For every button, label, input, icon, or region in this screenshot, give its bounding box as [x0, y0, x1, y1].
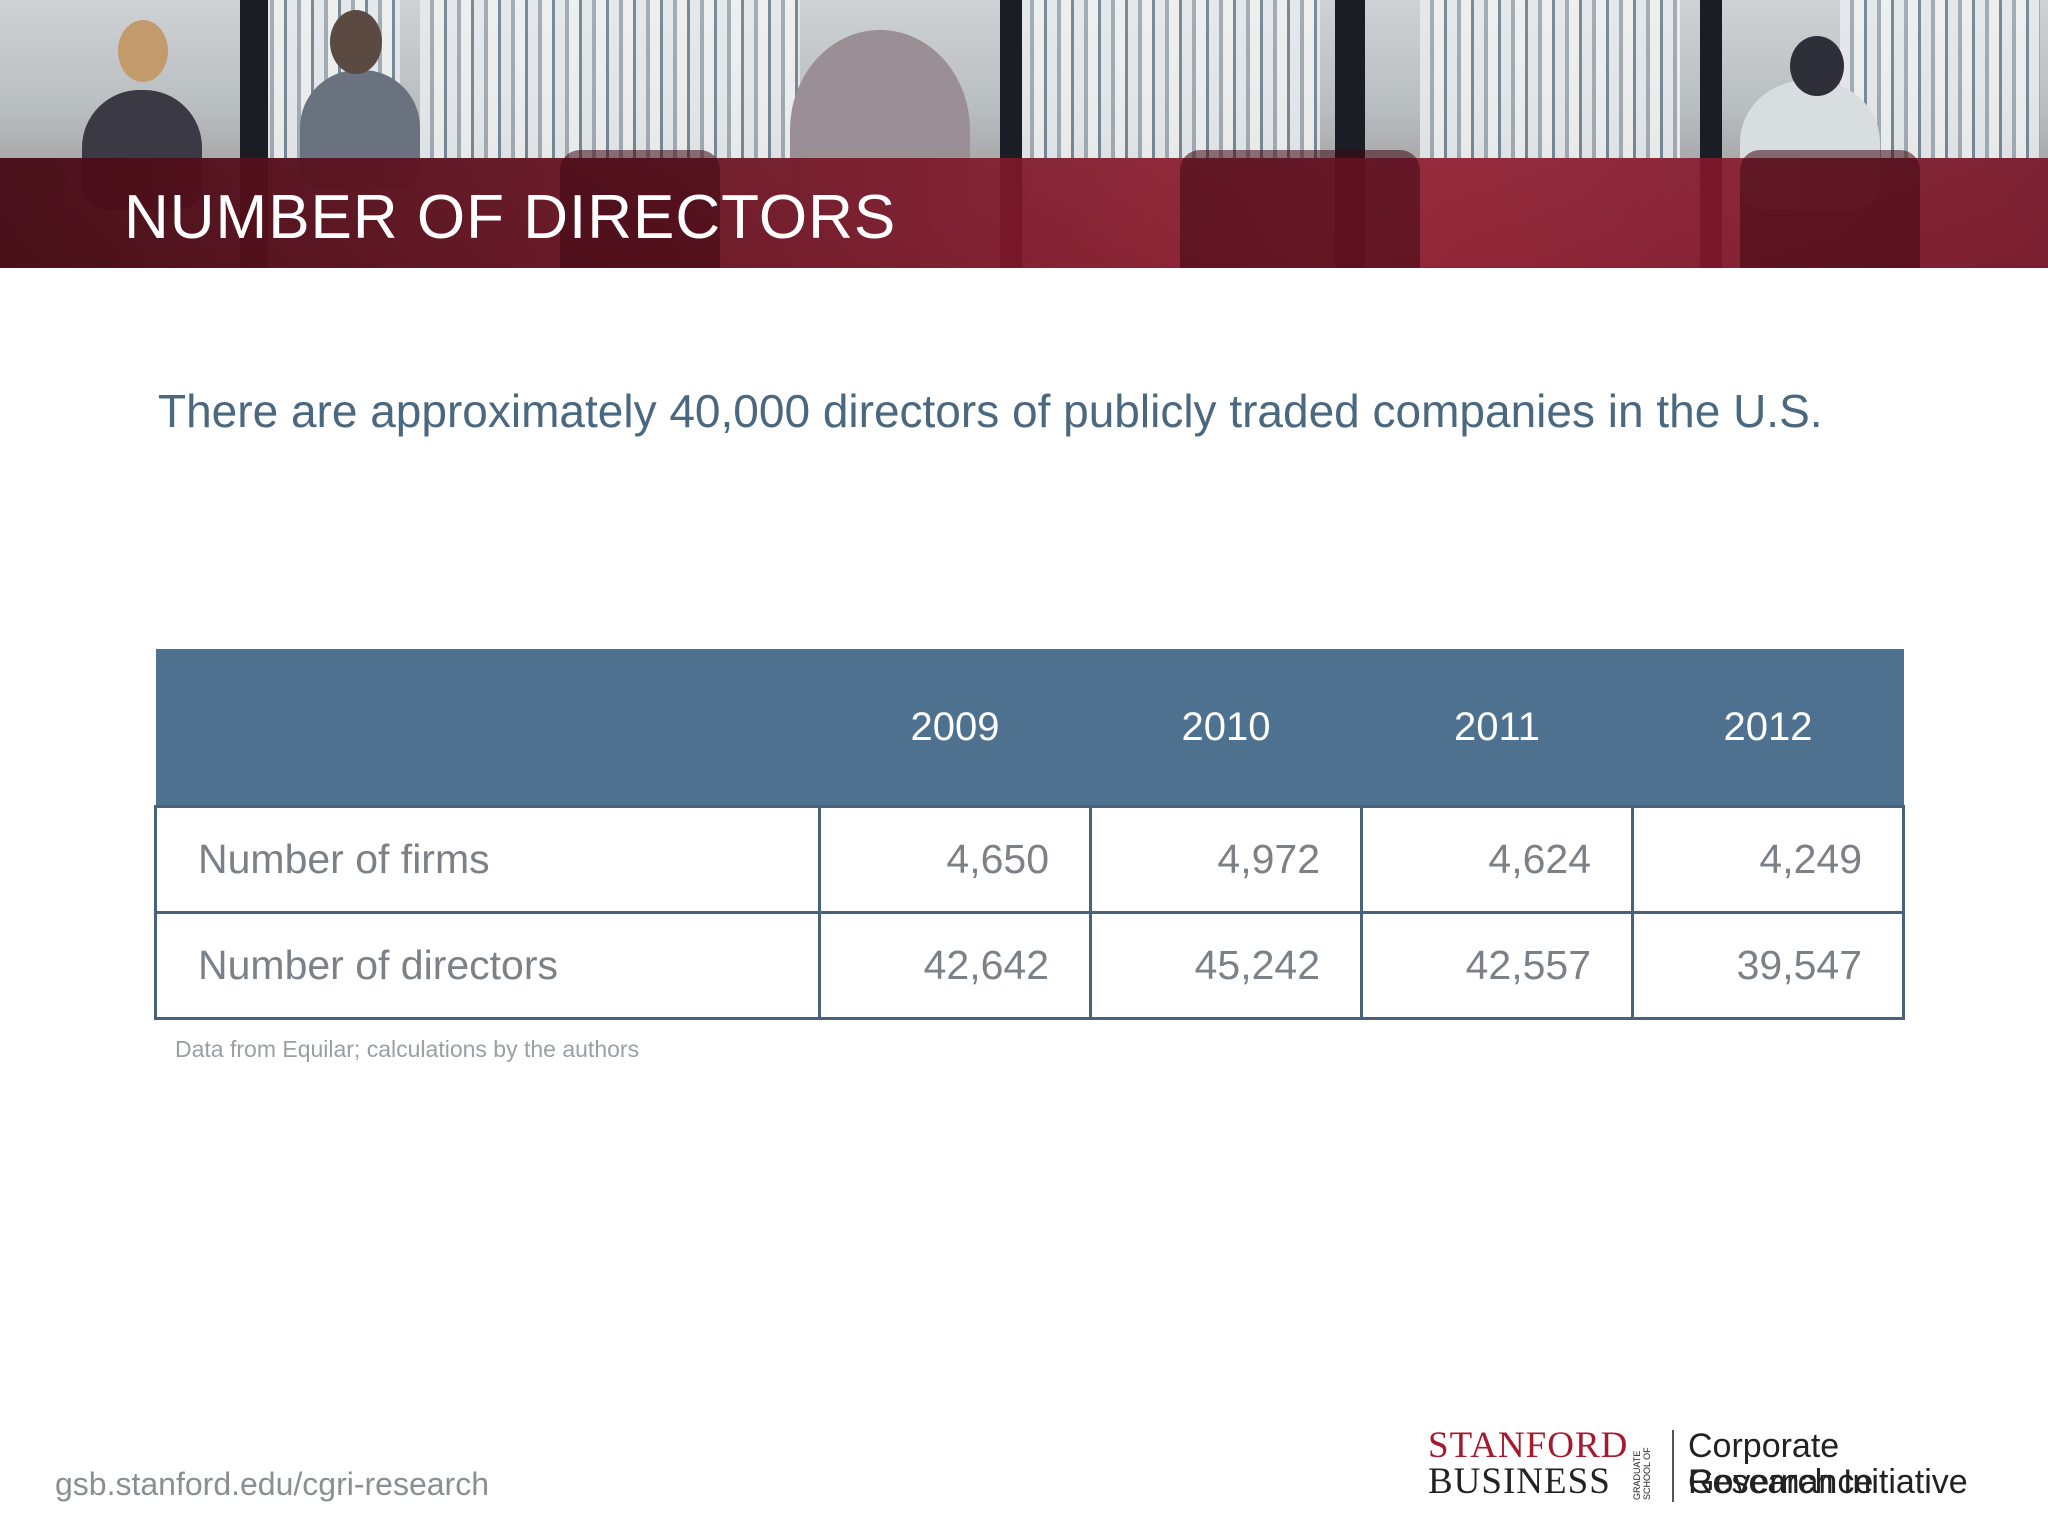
- table-header-cell: 2009: [819, 649, 1091, 807]
- logo-initiative-line1: Corporate Governance: [1688, 1427, 1874, 1501]
- header-red-band: [0, 158, 2048, 268]
- table-header-row: 2009 2010 2011 2012: [155, 649, 1904, 807]
- bookshelf-image: [1420, 0, 1680, 158]
- logo-divider: [1672, 1430, 1674, 1502]
- person-image: [330, 10, 382, 74]
- header-banner: NUMBER OF DIRECTORS: [0, 0, 2048, 268]
- bookshelf-image: [420, 0, 800, 158]
- logo-initiative-line2: Research Initiative: [1688, 1463, 1968, 1501]
- table-cell: 4,249: [1631, 805, 1905, 914]
- table-header-cell: 2010: [1090, 649, 1362, 807]
- logo-stanford-text: STANFORD: [1428, 1425, 1629, 1466]
- bookshelf-image: [1020, 0, 1320, 158]
- table-row: Number of firms 4,650 4,972 4,624 4,249: [154, 805, 1905, 914]
- table-row: Number of directors 42,642 45,242 42,557…: [154, 911, 1905, 1020]
- table-header-cell: [155, 649, 820, 807]
- logo-business-text: BUSINESS: [1428, 1461, 1611, 1502]
- table-cell: 4,650: [818, 805, 1092, 914]
- table-cell: 45,242: [1089, 911, 1363, 1020]
- logo-graduate-school-text: GRADUATE SCHOOL OF: [1632, 1447, 1652, 1500]
- footer-url: gsb.stanford.edu/cgri-research: [55, 1466, 489, 1502]
- directors-table: 2009 2010 2011 2012 Number of firms 4,65…: [154, 649, 1905, 1020]
- table-header-cell: 2011: [1361, 649, 1633, 807]
- chair-image: [1180, 150, 1420, 268]
- row-label: Number of firms: [154, 805, 821, 914]
- page-title: NUMBER OF DIRECTORS: [124, 183, 897, 252]
- chair-image: [1740, 150, 1920, 268]
- source-note: Data from Equilar; calculations by the a…: [175, 1036, 640, 1062]
- stanford-gsb-cgri-logo: STANFORD BUSINESS GRADUATE SCHOOL OF Cor…: [1428, 1425, 2018, 1504]
- chair-image: [560, 150, 720, 268]
- table-cell: 4,624: [1360, 805, 1634, 914]
- table-header-cell: 2012: [1632, 649, 1904, 807]
- table-cell: 39,547: [1631, 911, 1905, 1020]
- table-cell: 42,642: [818, 911, 1092, 1020]
- person-image: [118, 20, 168, 82]
- slide-subtitle: There are approximately 40,000 directors…: [158, 385, 1823, 437]
- row-label: Number of directors: [154, 911, 821, 1020]
- table-cell: 42,557: [1360, 911, 1634, 1020]
- person-image: [1790, 36, 1844, 96]
- table-cell: 4,972: [1089, 805, 1363, 914]
